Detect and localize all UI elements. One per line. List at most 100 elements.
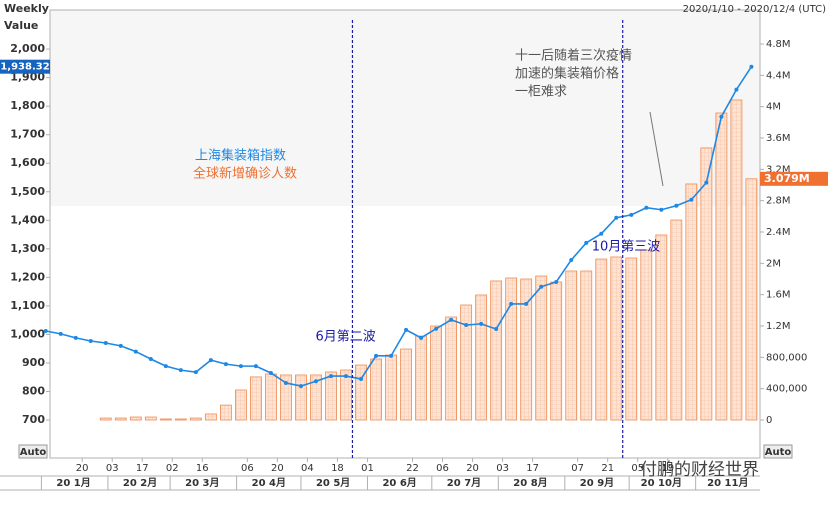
line-point (344, 374, 349, 379)
legend-entry: 全球新增确诊人数 (193, 166, 297, 182)
line-point (238, 364, 243, 369)
bar (159, 418, 172, 421)
plot-frame (49, 9, 761, 459)
y2-tick-label: 4M (766, 102, 781, 113)
line-point (659, 207, 664, 212)
bar (265, 373, 277, 421)
month-label: 20 5月 (316, 477, 350, 489)
x-tick-label: 21 (601, 463, 614, 474)
x-tick-label: 06 (436, 463, 449, 474)
y-tick-label: 1,500 (10, 185, 45, 198)
y2-tick-label: 2M (766, 258, 781, 269)
y2-tick-label: 3.2M (766, 164, 791, 175)
legend-entry: 上海集装箱指数 (195, 148, 286, 164)
last-value-box (0, 59, 50, 74)
bar (550, 281, 563, 421)
y-tick-label: 700 (22, 413, 45, 426)
line-point (253, 364, 258, 369)
line-point (734, 87, 739, 92)
line-point (208, 358, 213, 363)
y-tick-label: 2,000 (10, 42, 45, 55)
x-tick-label: 20 (271, 463, 284, 474)
line-point (554, 279, 559, 284)
bar (610, 256, 623, 421)
line-point (163, 364, 168, 369)
line-point (328, 374, 333, 379)
bar (685, 183, 698, 421)
event-label: 6月第二波 (315, 330, 375, 345)
y2-tick-label: 2.4M (766, 227, 791, 238)
y-tick-label: 1,100 (10, 299, 45, 312)
x-tick-label: 22 (406, 463, 419, 474)
bar (520, 278, 533, 421)
y2-tick-label: 800,000 (766, 352, 807, 363)
line-point (749, 64, 754, 69)
month-label: 20 2月 (123, 477, 157, 489)
bar (310, 374, 322, 421)
x-tick-label: 01 (361, 463, 374, 474)
bar (325, 371, 337, 421)
y-tick-label: 1,000 (10, 327, 45, 340)
x-tick-label: 17 (136, 463, 149, 474)
month-label: 20 11月 (707, 477, 748, 489)
line-point (359, 376, 364, 381)
bar (415, 335, 427, 421)
x-tick-label: 03 (496, 463, 509, 474)
bar (505, 277, 518, 421)
y2-tick-label: 4.8M (766, 39, 791, 50)
bar (490, 280, 503, 421)
y-tick-label: 1,800 (10, 99, 45, 112)
line-point (689, 197, 694, 202)
y-label: Weekly (4, 2, 49, 15)
line-point (374, 353, 379, 358)
line-point (298, 384, 303, 389)
bar (625, 257, 638, 421)
bar (565, 270, 578, 421)
bar (595, 258, 608, 421)
y2-tick-label: 1.6M (766, 290, 791, 301)
line-point (629, 212, 634, 217)
line-point (193, 370, 198, 375)
line (45, 66, 753, 387)
bar (400, 348, 412, 421)
bar (144, 416, 157, 421)
month-label: 20 7月 (447, 477, 481, 489)
bar (580, 270, 593, 421)
line-point (133, 349, 138, 354)
auto-button-label[interactable]: Auto (765, 447, 792, 458)
line-point (283, 380, 288, 385)
x-tick-label: 04 (301, 463, 314, 474)
line-point (644, 205, 649, 210)
line-point (719, 114, 724, 119)
line-point (268, 370, 273, 375)
month-label: 20 9月 (580, 477, 614, 489)
bar (445, 316, 458, 421)
line-point (599, 231, 604, 236)
bar (730, 99, 743, 421)
x-tick-label: 05 (631, 463, 644, 474)
line-point (404, 327, 409, 332)
auto-button[interactable] (18, 444, 48, 459)
line-point (464, 323, 469, 328)
line-point (614, 215, 619, 220)
note: 一柜难求 (515, 85, 567, 100)
last-value-label: 1,938.32 (0, 62, 49, 73)
x-tick-label: 20 (466, 463, 479, 474)
last-value-label: 3.079M (764, 172, 810, 185)
x-tick-label: 18 (331, 463, 344, 474)
x-tick-label: 07 (571, 463, 584, 474)
auto-button[interactable] (763, 444, 793, 459)
auto-button-label[interactable]: Auto (20, 447, 47, 458)
bar (340, 369, 352, 421)
line-point (494, 327, 499, 332)
bar (700, 147, 713, 421)
line-point (73, 335, 78, 340)
bar (99, 417, 112, 421)
x-tick-label: 20 (76, 463, 89, 474)
y-tick-label: 1,600 (10, 156, 45, 169)
bar (114, 417, 127, 421)
bar (385, 354, 397, 421)
bar (250, 376, 262, 421)
line-point (148, 356, 153, 361)
bar (204, 413, 217, 421)
